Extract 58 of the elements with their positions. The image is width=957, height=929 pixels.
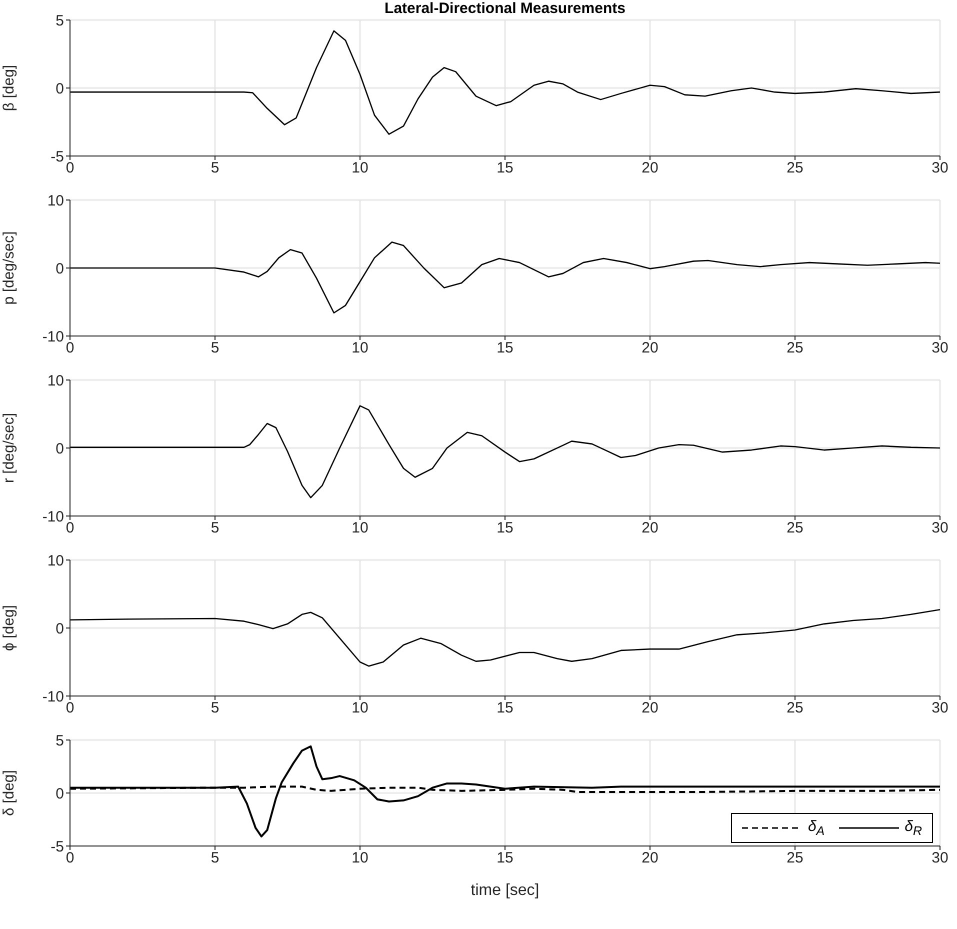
x-tick-label: 25 [786,850,804,867]
y-tick-label: 10 [47,372,64,390]
y-tick-label: 0 [56,620,64,638]
line-series [70,405,940,498]
y-tick-label: 5 [56,732,64,750]
y-tick-label: -10 [42,688,64,706]
x-tick-label: 20 [642,850,658,867]
x-tick-label: 30 [932,520,948,537]
x-tick-label: 15 [496,700,514,717]
y-axis-title: β [deg] [0,64,18,112]
x-tick-label: 25 [786,700,804,717]
x-tick-label: 30 [932,700,948,717]
x-tick-label: 20 [642,160,658,177]
x-tick-label: 20 [642,520,658,537]
x-tick-label: 10 [352,700,368,717]
y-tick-label: -10 [42,508,64,526]
y-tick-label: 10 [47,192,64,210]
y-axis-title: p [deg/sec] [0,231,18,305]
legend-label: δ$_{A}$ [808,818,825,838]
x-tick-label: 5 [210,160,220,177]
x-tick-label: 5 [210,700,220,717]
y-axis-title: ϕ [deg] [0,605,18,651]
y-tick-label: 10 [47,552,64,570]
x-tick-label: 10 [352,850,368,867]
line-series [70,30,940,135]
x-tick-label: 5 [210,850,220,867]
y-axis-title: δ [deg] [0,770,18,816]
y-tick-label: 0 [56,80,64,98]
legend-label: δ$_{R}$ [904,818,922,838]
x-tick-label: 30 [932,340,948,357]
chart-title: Lateral-Directional Measurements [384,0,626,17]
x-tick-label: 5 [210,340,220,357]
x-tick-label: 5 [210,520,220,537]
x-tick-label: 10 [352,340,368,357]
x-tick-label: 25 [786,160,804,177]
x-tick-label: 10 [352,520,368,537]
x-axis-title: time [sec] [470,882,540,899]
x-tick-label: 20 [642,700,658,717]
y-tick-label: -5 [50,148,64,166]
y-tick-label: -5 [50,838,64,856]
x-tick-label: 10 [352,160,368,177]
y-tick-label: -10 [42,328,64,346]
x-tick-label: 30 [932,850,948,867]
x-tick-label: 30 [932,160,948,177]
y-tick-label: 0 [56,260,64,278]
x-tick-label: 15 [496,160,514,177]
x-tick-label: 20 [642,340,658,357]
y-tick-label: 0 [56,440,64,458]
x-tick-label: 15 [496,850,514,867]
x-tick-label: 25 [786,520,804,537]
line-series [70,608,940,667]
x-tick-label: 25 [786,340,804,357]
y-tick-label: 0 [56,785,64,802]
y-axis-title: r [deg/sec] [0,412,18,484]
x-tick-label: 15 [496,520,514,537]
x-tick-label: 15 [496,340,514,357]
line-series [70,242,940,314]
y-tick-label: 5 [56,12,64,30]
